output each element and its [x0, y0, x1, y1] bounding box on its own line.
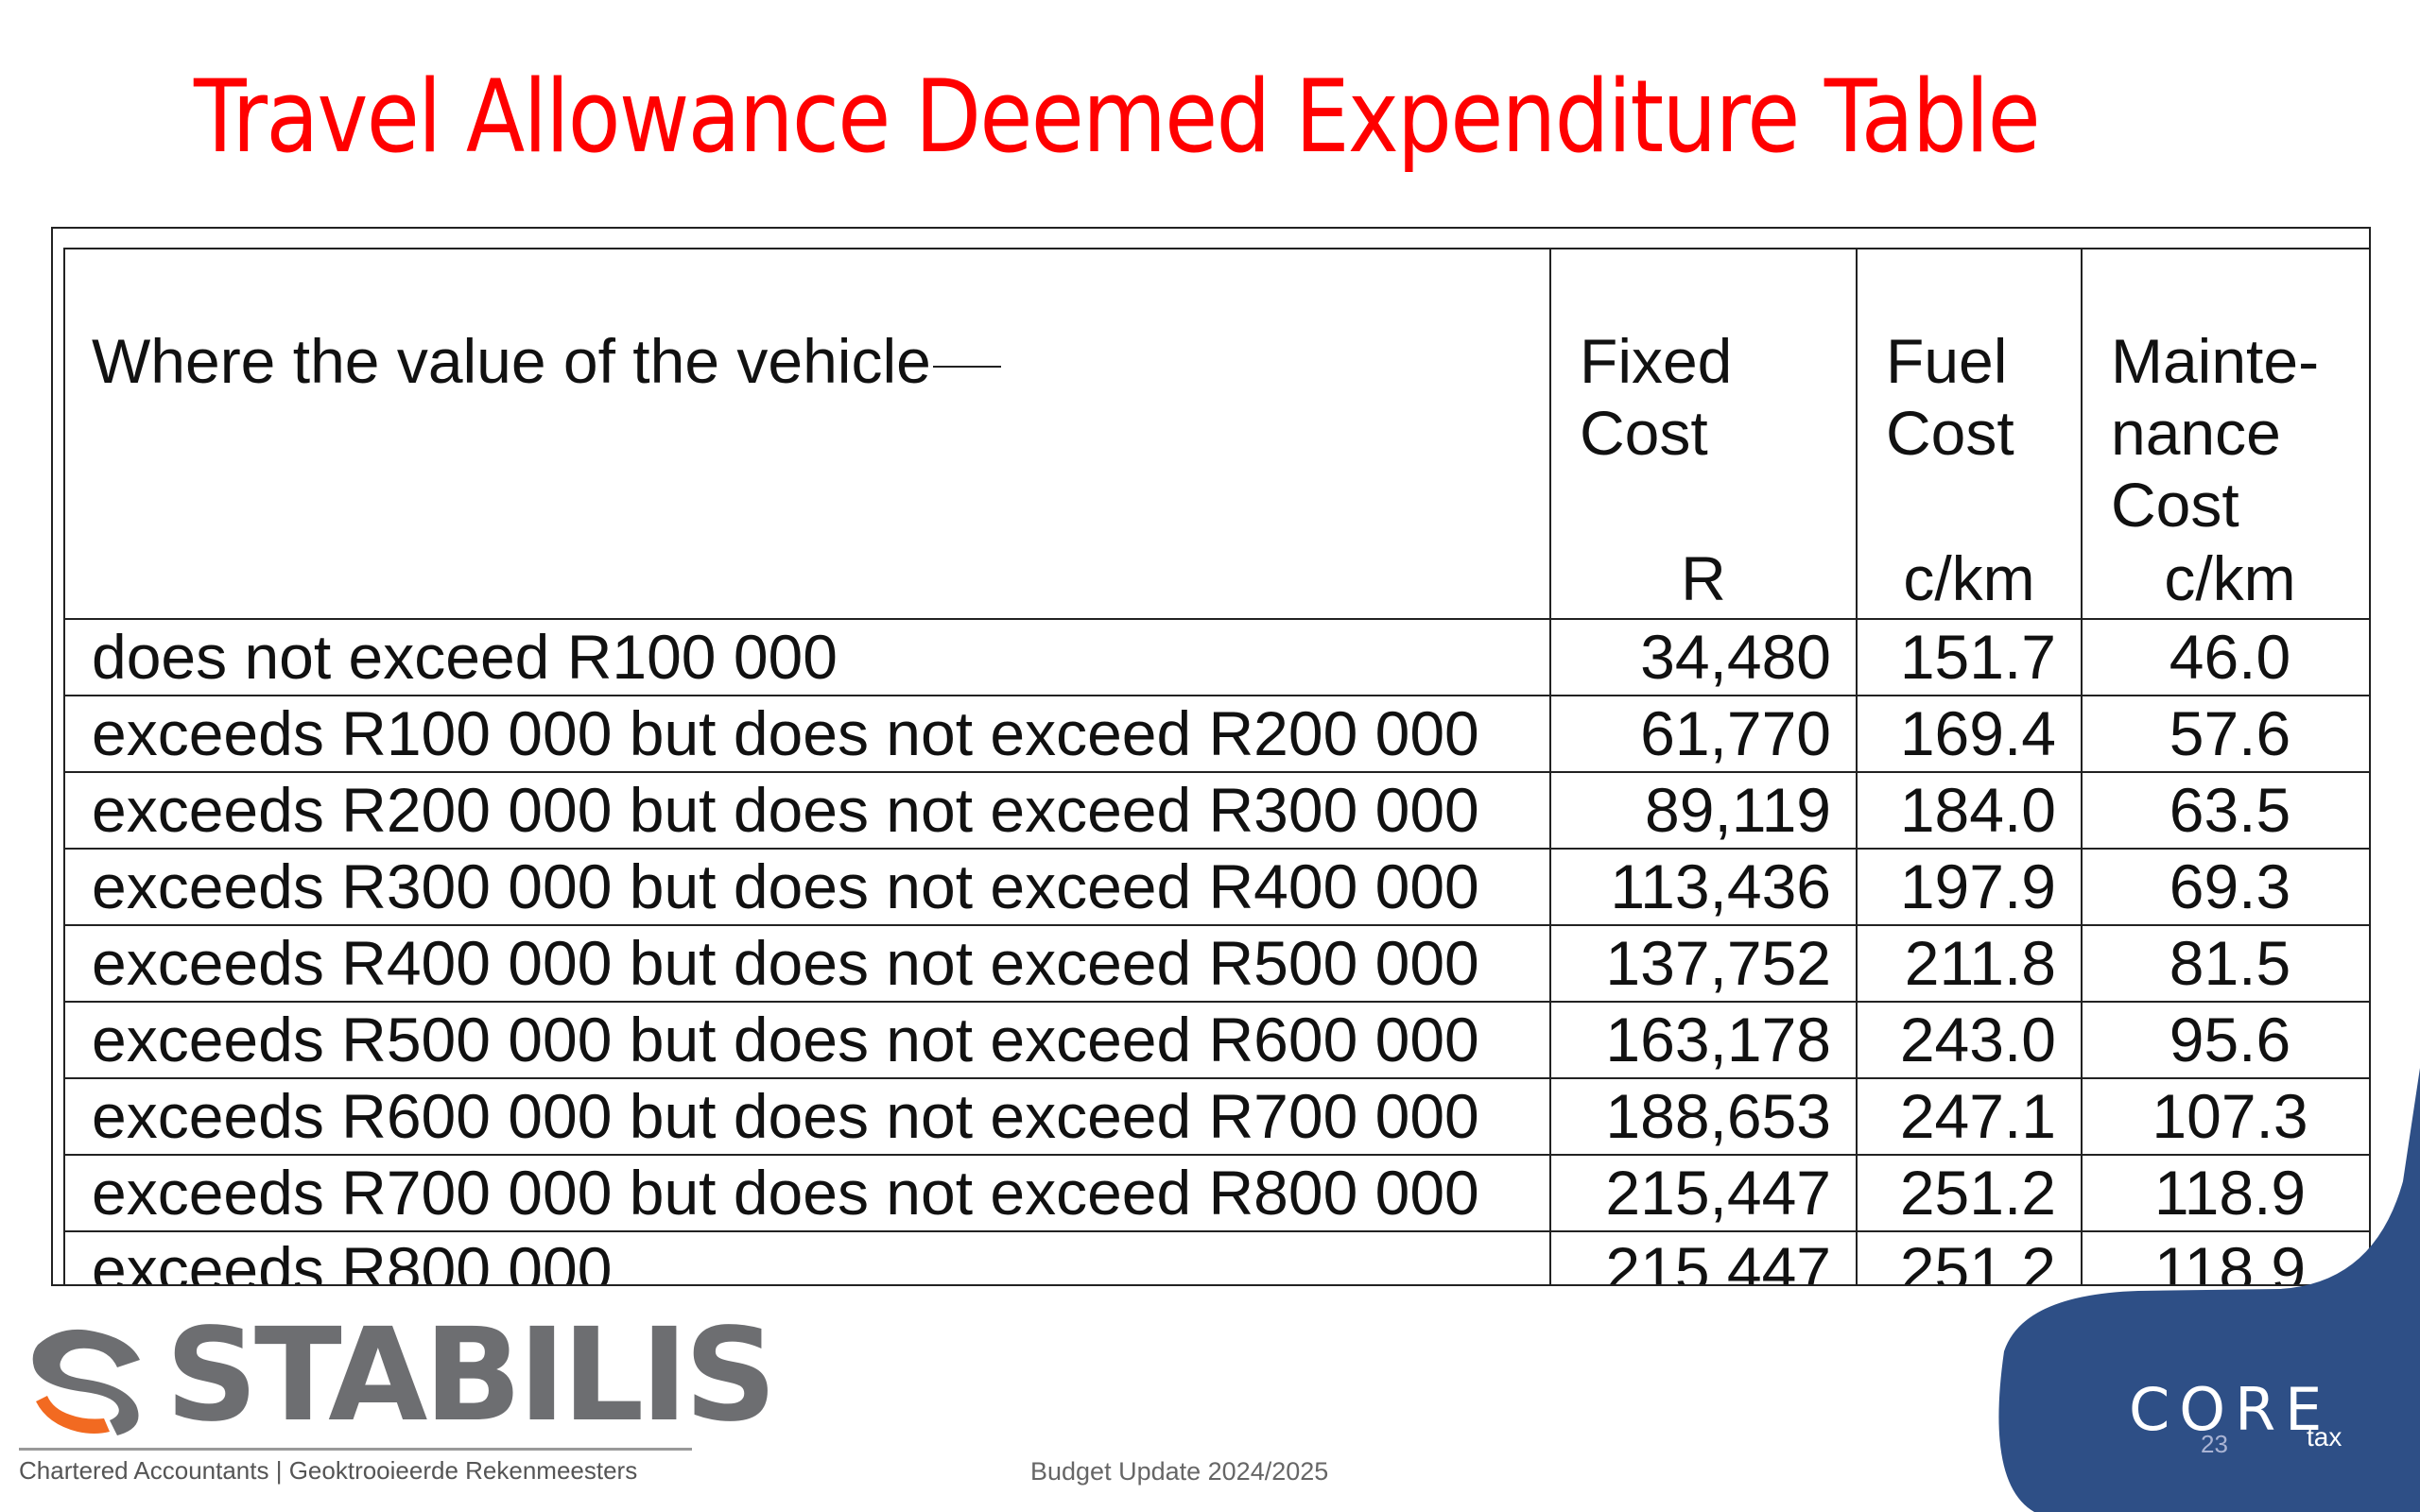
row-fixed-cost: 61,770	[1549, 695, 1858, 773]
row-description: exceeds R500 000 but does not exceed R60…	[63, 1001, 1551, 1079]
row-fixed-cost: 188,653	[1549, 1077, 1858, 1156]
stabilis-logo: STABILIS Chartered Accountants | Geoktro…	[19, 1301, 777, 1498]
row-description: exceeds R800 000	[63, 1230, 1551, 1284]
row-fixed-cost: 215,447	[1549, 1230, 1858, 1284]
header-maintenance-cost: Mainte- nance Cost c/km	[2081, 248, 2369, 620]
core-tax-logo: CORE	[2129, 1375, 2332, 1444]
row-fixed-cost: 89,119	[1549, 771, 1858, 850]
row-fixed-cost: 34,480	[1549, 618, 1858, 696]
page-number: 23	[2201, 1430, 2228, 1458]
row-description: exceeds R600 000 but does not exceed R70…	[63, 1077, 1551, 1156]
table-row: exceeds R500 000 but does not exceed R60…	[63, 1001, 2369, 1079]
core-tax-sub: tax	[2307, 1422, 2342, 1452]
header-maintenance-line1: Mainte-	[2111, 326, 2320, 396]
header-fixed-cost: Fixed Cost R	[1549, 248, 1858, 620]
header-maintenance-unit: c/km	[2164, 543, 2296, 613]
table-row: exceeds R600 000 but does not exceed R70…	[63, 1077, 2369, 1156]
row-fuel-cost: 251.2	[1856, 1154, 2083, 1232]
header-maintenance-line2: nance	[2111, 398, 2281, 468]
table-header-row: Where the value of the vehicle Fixed Cos…	[63, 248, 2369, 620]
row-maintenance-cost: 63.5	[2081, 771, 2369, 850]
row-maintenance-cost: 69.3	[2081, 848, 2369, 926]
row-fuel-cost: 243.0	[1856, 1001, 2083, 1079]
header-fuel-line2: Cost	[1886, 398, 2014, 468]
row-fixed-cost: 113,436	[1549, 848, 1858, 926]
stabilis-swirl-icon	[32, 1329, 140, 1435]
row-description: exceeds R700 000 but does not exceed R80…	[63, 1154, 1551, 1232]
row-maintenance-cost: 81.5	[2081, 924, 2369, 1003]
table-frame: Where the value of the vehicle Fixed Cos…	[51, 227, 2371, 1286]
footer-text: Budget Update 2024/2025	[1030, 1457, 1329, 1486]
row-fuel-cost: 151.7	[1856, 618, 2083, 696]
table-row: exceeds R200 000 but does not exceed R30…	[63, 771, 2369, 850]
table-row: exceeds R700 000 but does not exceed R80…	[63, 1154, 2369, 1232]
header-description: Where the value of the vehicle	[63, 248, 1551, 620]
row-fixed-cost: 137,752	[1549, 924, 1858, 1003]
table-row: exceeds R300 000 but does not exceed R40…	[63, 848, 2369, 926]
header-maintenance-line3: Cost	[2111, 470, 2239, 540]
table-row: exceeds R400 000 but does not exceed R50…	[63, 924, 2369, 1003]
row-description: exceeds R100 000 but does not exceed R20…	[63, 695, 1551, 773]
row-maintenance-cost: 107.3	[2081, 1077, 2369, 1156]
row-fuel-cost: 184.0	[1856, 771, 2083, 850]
row-description: does not exceed R100 000	[63, 618, 1551, 696]
header-fixed-line2: Cost	[1580, 398, 1708, 468]
header-fixed-unit: R	[1681, 543, 1726, 613]
header-fuel-line1: Fuel	[1886, 326, 2008, 396]
row-description: exceeds R400 000 but does not exceed R50…	[63, 924, 1551, 1003]
row-maintenance-cost: 95.6	[2081, 1001, 2369, 1079]
header-fuel-cost: Fuel Cost c/km	[1856, 248, 2083, 620]
table-row: exceeds R800 000 215,447 251.2 118.9	[63, 1230, 2369, 1284]
table-row: does not exceed R100 000 34,480 151.7 46…	[63, 618, 2369, 696]
row-description: exceeds R200 000 but does not exceed R30…	[63, 771, 1551, 850]
row-maintenance-cost: 57.6	[2081, 695, 2369, 773]
row-fuel-cost: 251.2	[1856, 1230, 2083, 1284]
row-fixed-cost: 163,178	[1549, 1001, 1858, 1079]
row-description: exceeds R300 000 but does not exceed R40…	[63, 848, 1551, 926]
header-description-label: Where the value of the vehicle	[92, 326, 931, 396]
row-fuel-cost: 197.9	[1856, 848, 2083, 926]
table-row: exceeds R100 000 but does not exceed R20…	[63, 695, 2369, 773]
row-maintenance-cost: 46.0	[2081, 618, 2369, 696]
row-fuel-cost: 211.8	[1856, 924, 2083, 1003]
row-fixed-cost: 215,447	[1549, 1154, 1858, 1232]
deemed-expenditure-table: Where the value of the vehicle Fixed Cos…	[63, 248, 2369, 1284]
logo-divider	[19, 1448, 692, 1451]
row-fuel-cost: 247.1	[1856, 1077, 2083, 1156]
stabilis-tagline: Chartered Accountants | Geoktrooieerde R…	[19, 1456, 638, 1485]
slide-title: Travel Allowance Deemed Expenditure Tabl…	[194, 59, 2041, 175]
stabilis-wordmark: STABILIS	[165, 1301, 777, 1451]
row-maintenance-cost: 118.9	[2081, 1154, 2369, 1232]
header-fixed-line1: Fixed	[1580, 326, 1733, 396]
header-fuel-unit: c/km	[1903, 543, 2035, 613]
corner-brand-shape	[1998, 1068, 2420, 1512]
row-fuel-cost: 169.4	[1856, 695, 2083, 773]
header-dash	[932, 365, 1001, 368]
row-maintenance-cost: 118.9	[2081, 1230, 2369, 1284]
